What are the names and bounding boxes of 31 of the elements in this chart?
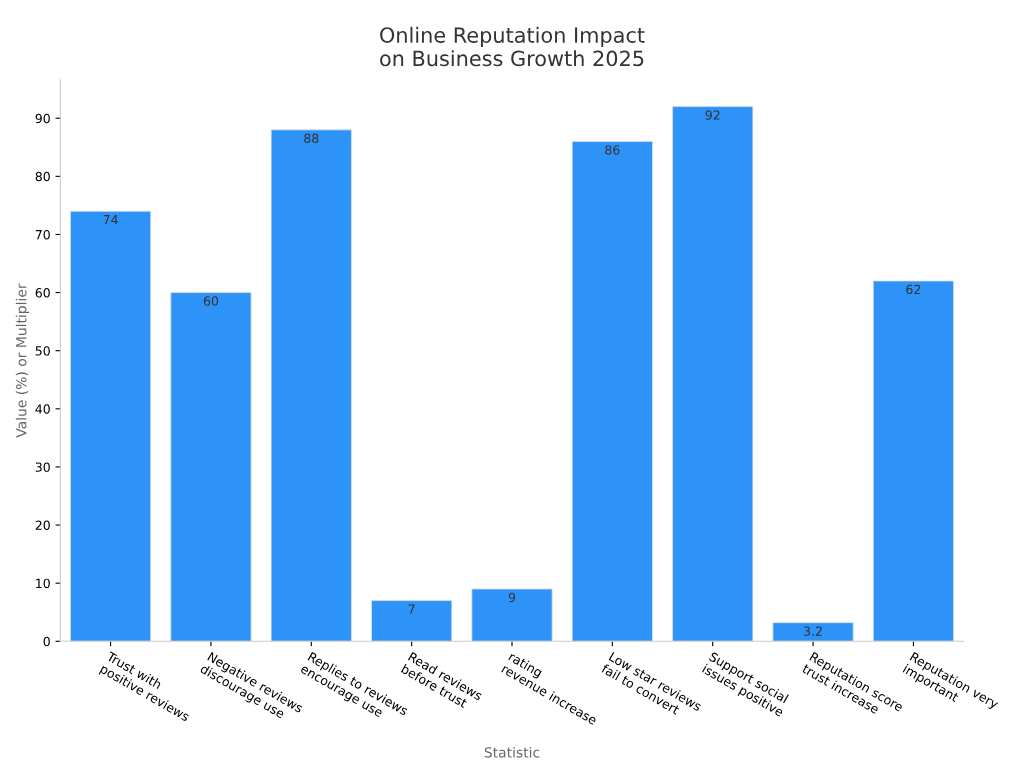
data-label: 62 [906,284,921,295]
y-tick-label: 10 [36,578,50,589]
bar [772,622,854,642]
data-label: 86 [605,145,620,155]
data-label: 60 [203,296,219,306]
bar [571,141,653,642]
data-label: 7 [408,604,415,614]
y-tick-label: 20 [35,520,50,530]
data-label: 3.2 [804,626,822,636]
y-tick-label: 30 [35,462,50,472]
bar [70,210,152,642]
bar [371,600,453,642]
y-tick-label: 40 [35,404,50,414]
y-tick-label: 80 [35,171,50,182]
bar [872,280,954,642]
y-tick-label: 70 [35,229,50,240]
bar [672,106,754,642]
y-axis-title: Value (%) or Multiplier [15,283,30,438]
y-tick-label: 90 [35,113,50,124]
y-tick-label: 0 [43,636,50,647]
data-label: 74 [103,215,118,225]
y-tick-label: 50 [35,346,50,356]
bar [270,129,352,642]
chart-title: Online Reputation Impact on Business Growth 2025 [380,26,645,67]
data-label: 88 [304,133,319,144]
x-axis-title: Statistic [484,746,540,758]
bar [170,292,252,642]
bar [471,588,553,642]
data-label: 92 [705,110,720,120]
data-label: 9 [508,592,516,603]
y-tick-label: 60 [35,288,50,298]
